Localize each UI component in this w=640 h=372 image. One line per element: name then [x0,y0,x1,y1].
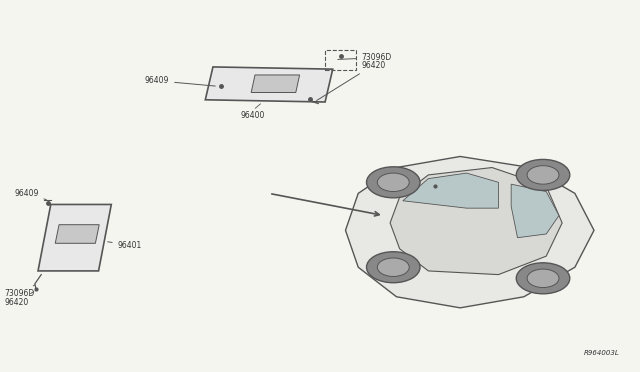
Circle shape [516,263,570,294]
Text: 96409: 96409 [145,76,215,86]
Circle shape [527,166,559,184]
Text: 96420: 96420 [317,61,386,100]
Polygon shape [251,75,300,93]
Text: 73096D: 73096D [4,285,35,298]
Polygon shape [390,167,562,275]
Text: R964003L: R964003L [584,350,620,356]
Circle shape [378,258,409,276]
Polygon shape [403,173,499,208]
Circle shape [527,269,559,288]
Circle shape [378,173,409,192]
Text: 96400: 96400 [241,111,265,120]
Circle shape [516,160,570,190]
Polygon shape [205,67,333,102]
Circle shape [367,167,420,198]
Text: 96409: 96409 [14,189,46,200]
Text: 96401: 96401 [108,241,142,250]
Polygon shape [346,157,594,308]
Text: 73096D: 73096D [338,53,392,62]
Text: 96420: 96420 [4,292,34,307]
Circle shape [367,252,420,283]
Polygon shape [511,184,559,238]
Polygon shape [38,205,111,271]
Polygon shape [55,225,99,243]
